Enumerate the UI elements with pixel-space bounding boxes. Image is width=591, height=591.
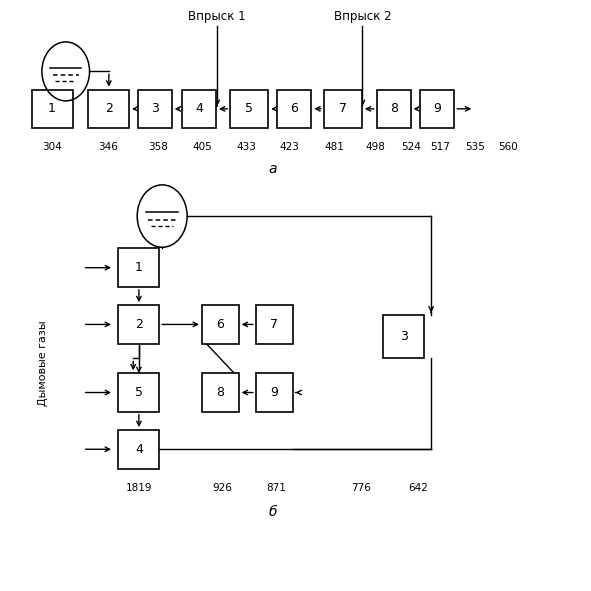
Bar (277, 90, 311, 128)
Text: 2: 2 (105, 102, 113, 115)
Text: 776: 776 (352, 483, 371, 493)
Text: 871: 871 (267, 483, 286, 493)
Text: Впрыск 1: Впрыск 1 (189, 10, 246, 23)
Bar (89, 90, 129, 128)
Text: 5: 5 (245, 102, 254, 115)
Text: 7: 7 (270, 318, 278, 331)
Text: 517: 517 (430, 142, 450, 152)
Bar (376, 90, 411, 128)
Text: б: б (268, 505, 277, 519)
Text: 5: 5 (135, 386, 143, 399)
Text: 9: 9 (433, 102, 441, 115)
Text: 3: 3 (400, 330, 408, 343)
Text: 346: 346 (98, 142, 118, 152)
Text: 6: 6 (216, 318, 224, 331)
Bar (230, 90, 268, 128)
Text: 560: 560 (498, 142, 518, 152)
Text: 1819: 1819 (126, 483, 152, 493)
Text: 4: 4 (135, 443, 143, 456)
Text: 405: 405 (192, 142, 212, 152)
Text: Впрыск 2: Впрыск 2 (334, 10, 391, 23)
Text: 535: 535 (466, 142, 485, 152)
Text: 4: 4 (195, 102, 203, 115)
Bar (182, 90, 216, 128)
Text: 304: 304 (41, 142, 61, 152)
Bar (118, 374, 160, 412)
Text: 358: 358 (148, 142, 168, 152)
Bar (256, 374, 293, 412)
Bar (420, 90, 454, 128)
Bar (256, 305, 293, 344)
Text: а: а (268, 162, 277, 176)
Text: 1: 1 (48, 102, 56, 115)
Text: 7: 7 (339, 102, 347, 115)
Text: 3: 3 (151, 102, 159, 115)
Text: 2: 2 (135, 318, 143, 331)
Text: 926: 926 (212, 483, 232, 493)
Text: Дымовые газы: Дымовые газы (38, 321, 48, 407)
Text: 481: 481 (324, 142, 344, 152)
Bar (118, 430, 160, 469)
Text: 1: 1 (135, 261, 143, 274)
Bar (202, 374, 239, 412)
Text: 498: 498 (365, 142, 385, 152)
Text: 642: 642 (408, 483, 428, 493)
Text: 423: 423 (280, 142, 300, 152)
Bar (384, 316, 424, 358)
Text: 524: 524 (401, 142, 421, 152)
Text: 6: 6 (290, 102, 298, 115)
Text: 8: 8 (389, 102, 398, 115)
Bar (118, 305, 160, 344)
Text: 9: 9 (270, 386, 278, 399)
Bar (32, 90, 73, 128)
Text: 433: 433 (236, 142, 256, 152)
Bar (202, 305, 239, 344)
Text: 8: 8 (216, 386, 225, 399)
Bar (118, 248, 160, 287)
Bar (324, 90, 362, 128)
Bar (138, 90, 172, 128)
